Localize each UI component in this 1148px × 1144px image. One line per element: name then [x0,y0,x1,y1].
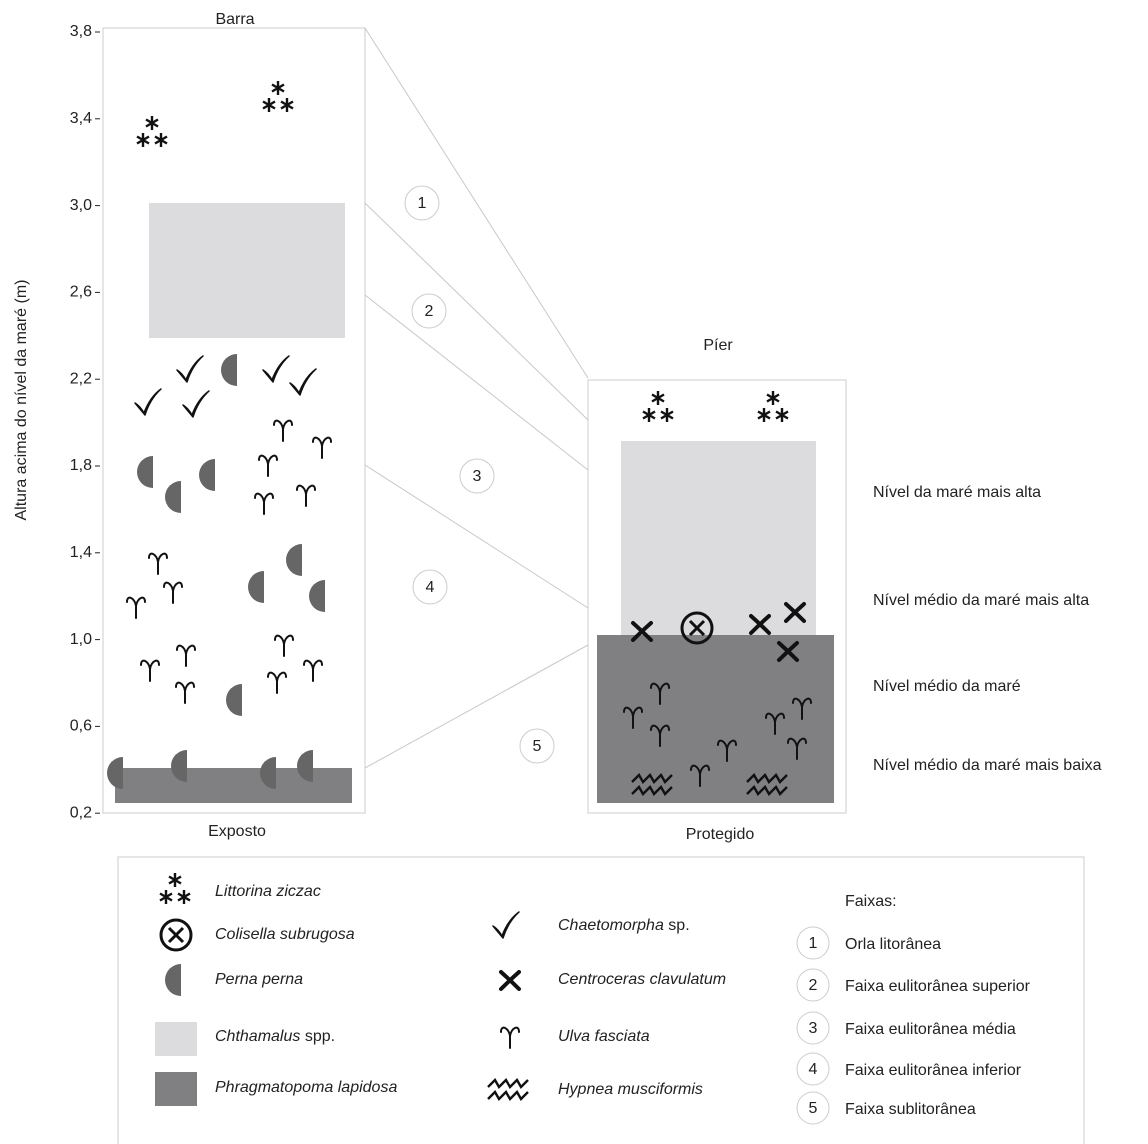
level-label: Nível médio da maré mais baixa [873,757,1102,774]
species-name: Phragmatopoma lapidosa [215,1079,397,1096]
legend-label: Phragmatopoma lapidosa [215,1079,397,1096]
legend-swatch [155,1072,197,1106]
chthamalus-zone [149,203,345,338]
band-label: Faixa eulitorânea média [845,1021,1016,1038]
panel-caption: Protegido [686,826,755,843]
legend-label: Chaetomorpha sp. [558,917,690,934]
band-number: 3 [809,1020,818,1037]
legend-label: Ulva fasciata [558,1028,650,1045]
legend-title: Faixas: [845,893,897,910]
y-tick-label: 1,8 [70,457,92,474]
chthamalus-zone [621,441,816,637]
legend-label: Chthamalus spp. [215,1028,335,1045]
panel-caption: Exposto [208,823,266,840]
y-tick-label: 3,8 [70,23,92,40]
phragmatopoma-zone [115,768,352,803]
legend-label: Centroceras clavulatum [558,971,726,988]
species-name: Chaetomorpha [558,917,664,934]
zone-number: 1 [418,195,427,212]
y-tick-label: 1,4 [70,544,92,561]
diagram: 3,8 3,4 3,0 2,6 2,2 1,8 1,4 1,0 0,6 0,2 Altura ac… [0,0,1148,1144]
zone-number: 4 [426,579,435,596]
y-tick-label: 2,6 [70,284,92,301]
species-name: Littorina ziczac [215,883,321,900]
level-label: Nível médio da maré [873,678,1021,695]
band-label: Faixa eulitorânea superior [845,978,1031,995]
band-label: Orla litorânea [845,936,941,953]
zone-number: 3 [473,468,482,485]
species-name: Perna perna [215,971,303,988]
panel-title: Barra [215,11,254,28]
connectors [365,28,588,768]
legend-label: Perna perna [215,971,303,988]
y-tick-label: 1,0 [70,631,92,648]
species-suffix: sp. [668,917,689,934]
y-tick-label: 3,0 [70,197,92,214]
legend-label: Hypnea musciformis [558,1081,703,1098]
legend-swatch [155,1022,197,1056]
legend-label: Littorina ziczac [215,883,321,900]
panel-title: Píer [703,337,733,354]
level-label: Nível da maré mais alta [873,484,1041,501]
band-number: 5 [809,1100,818,1117]
y-tick-label: 2,2 [70,370,92,387]
axis-label: Altura acima do nível da maré (m) [13,280,30,521]
y-tick-label: 0,6 [70,718,92,735]
species-name: Chthamalus [215,1028,300,1045]
y-tick-label: 0,2 [70,804,92,821]
level-label: Nível médio da maré mais alta [873,592,1089,609]
band-number: 2 [809,977,818,994]
zone-number: 5 [533,738,542,755]
species-name: Hypnea musciformis [558,1081,703,1098]
species-name: Ulva fasciata [558,1028,650,1045]
legend-label: Colisella subrugosa [215,926,355,943]
y-tick-label: 3,4 [70,110,92,127]
species-suffix: spp. [305,1028,335,1045]
species-name: Colisella subrugosa [215,926,355,943]
species-name: Centroceras clavulatum [558,971,726,988]
band-number: 4 [809,1061,818,1078]
band-label: Faixa eulitorânea inferior [845,1062,1022,1079]
band-label: Faixa sublitorânea [845,1101,976,1118]
zone-number: 2 [425,303,434,320]
band-number: 1 [809,935,818,952]
